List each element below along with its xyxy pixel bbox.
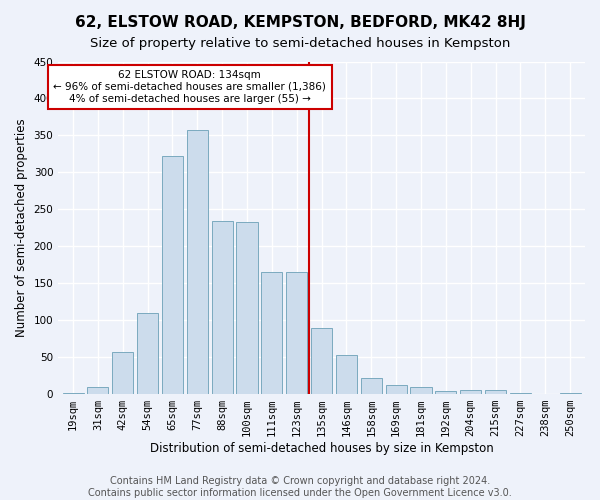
Bar xyxy=(410,386,431,394)
Bar xyxy=(212,221,233,394)
Bar xyxy=(286,272,307,394)
Bar xyxy=(187,130,208,394)
Bar xyxy=(236,222,257,394)
Bar xyxy=(485,390,506,394)
Bar xyxy=(435,391,457,394)
Text: Contains HM Land Registry data © Crown copyright and database right 2024.
Contai: Contains HM Land Registry data © Crown c… xyxy=(88,476,512,498)
Bar xyxy=(386,385,407,394)
Bar xyxy=(336,355,357,394)
X-axis label: Distribution of semi-detached houses by size in Kempston: Distribution of semi-detached houses by … xyxy=(150,442,493,455)
Text: Size of property relative to semi-detached houses in Kempston: Size of property relative to semi-detach… xyxy=(90,38,510,51)
Bar xyxy=(162,156,183,394)
Bar xyxy=(560,392,581,394)
Bar xyxy=(510,392,531,394)
Y-axis label: Number of semi-detached properties: Number of semi-detached properties xyxy=(15,118,28,337)
Bar xyxy=(361,378,382,394)
Bar xyxy=(262,272,283,394)
Bar xyxy=(311,328,332,394)
Bar xyxy=(460,390,481,394)
Bar xyxy=(62,392,83,394)
Text: 62 ELSTOW ROAD: 134sqm
← 96% of semi-detached houses are smaller (1,386)
4% of s: 62 ELSTOW ROAD: 134sqm ← 96% of semi-det… xyxy=(53,70,326,104)
Bar xyxy=(137,313,158,394)
Bar xyxy=(88,386,109,394)
Bar xyxy=(112,352,133,394)
Text: 62, ELSTOW ROAD, KEMPSTON, BEDFORD, MK42 8HJ: 62, ELSTOW ROAD, KEMPSTON, BEDFORD, MK42… xyxy=(74,15,526,30)
